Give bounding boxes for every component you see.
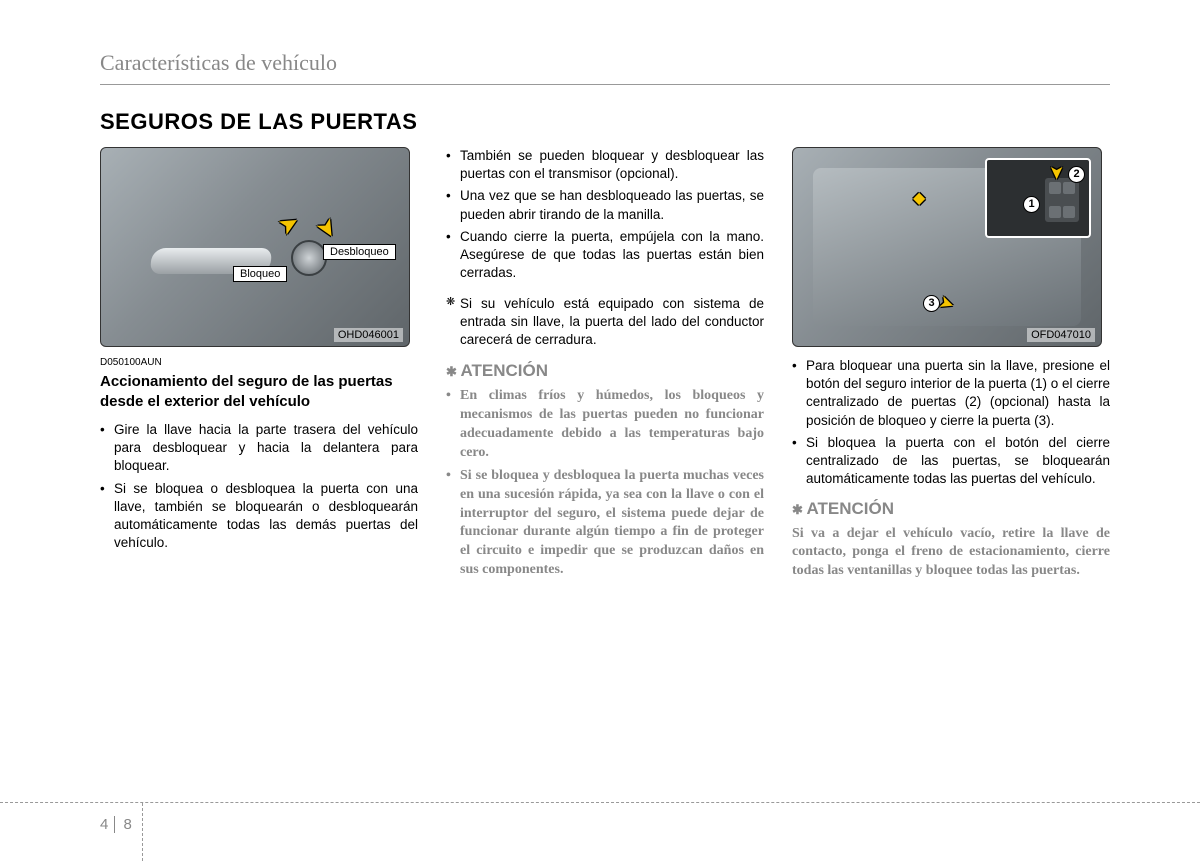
switch-panel xyxy=(1045,178,1079,222)
list-item: Gire la llave hacia la parte trasera del… xyxy=(100,421,418,476)
content-columns: ➤ ➤ Bloqueo Desbloqueo OHD046001 D050100… xyxy=(100,147,1110,584)
arrow-icon: ➤ xyxy=(1046,165,1067,180)
note-text: Si su vehículo está equipado con sistema… xyxy=(446,295,764,350)
list-item: Una vez que se han desbloqueado las puer… xyxy=(446,187,764,223)
chapter-number: 4 xyxy=(100,816,115,833)
control-panel-inset: ➤ 1 2 xyxy=(985,158,1091,238)
list-item: Si se bloquea o desbloquea la puerta con… xyxy=(100,480,418,553)
lock-cylinder-shape xyxy=(291,240,327,276)
doc-code: D050100AUN xyxy=(100,357,418,368)
section-title: SEGUROS DE LAS PUERTAS xyxy=(100,109,1110,135)
figure-door-lock-exterior: ➤ ➤ Bloqueo Desbloqueo OHD046001 xyxy=(100,147,410,347)
callout-2: 2 xyxy=(1068,166,1085,183)
list-item: Cuando cierre la puerta, empújela con la… xyxy=(446,228,764,283)
column-2: También se pueden bloquear y desbloquear… xyxy=(446,147,764,584)
list-item: También se pueden bloquear y desbloquear… xyxy=(446,147,764,183)
column-3: ➤ 1 2 ◆ 3 ➤ OFD047010 Para bloquear una … xyxy=(792,147,1110,584)
figure-door-lock-interior: ➤ 1 2 ◆ 3 ➤ OFD047010 xyxy=(792,147,1102,347)
callout-1: 1 xyxy=(1023,196,1040,213)
column-1: ➤ ➤ Bloqueo Desbloqueo OHD046001 D050100… xyxy=(100,147,418,584)
divider xyxy=(100,84,1110,85)
page-number: 8 xyxy=(124,816,132,833)
page-footer: 4 8 xyxy=(100,816,132,833)
attention-body: En climas fríos y húmedos, los bloqueos … xyxy=(446,387,764,580)
footer-dashed-line-v xyxy=(142,803,143,861)
arrow-icon: ➤ xyxy=(273,207,305,242)
list-item: Para bloquear una puerta sin la llave, p… xyxy=(792,357,1110,430)
manual-page: Características de vehículo SEGUROS DE L… xyxy=(0,0,1200,861)
attention-text: Si va a dejar el vehículo vacío, retire … xyxy=(792,525,1110,582)
attention-item: En climas fríos y húmedos, los bloqueos … xyxy=(446,387,764,463)
arrow-icon: ➤ xyxy=(309,213,344,245)
list-item: Si bloquea la puerta con el botón del ci… xyxy=(792,434,1110,489)
subheading: Accionamiento del seguro de las puertas … xyxy=(100,372,418,411)
attention-heading: ATENCIÓN xyxy=(446,361,764,381)
breadcrumb: Características de vehículo xyxy=(100,50,1110,76)
figure-code: OHD046001 xyxy=(334,328,403,342)
attention-item: Si se bloquea y desbloquea la puerta muc… xyxy=(446,467,764,580)
bullet-list: Gire la llave hacia la parte trasera del… xyxy=(100,421,418,553)
bullet-list: Para bloquear una puerta sin la llave, p… xyxy=(792,357,1110,489)
figure-label-unlock: Desbloqueo xyxy=(323,244,396,260)
figure-code: OFD047010 xyxy=(1027,328,1095,342)
bullet-list: También se pueden bloquear y desbloquear… xyxy=(446,147,764,283)
figure-label-lock: Bloqueo xyxy=(233,266,287,282)
footer-dashed-line-h xyxy=(0,802,1200,803)
pointer-icon: ◆ xyxy=(913,188,925,208)
attention-heading: ATENCIÓN xyxy=(792,499,1110,519)
